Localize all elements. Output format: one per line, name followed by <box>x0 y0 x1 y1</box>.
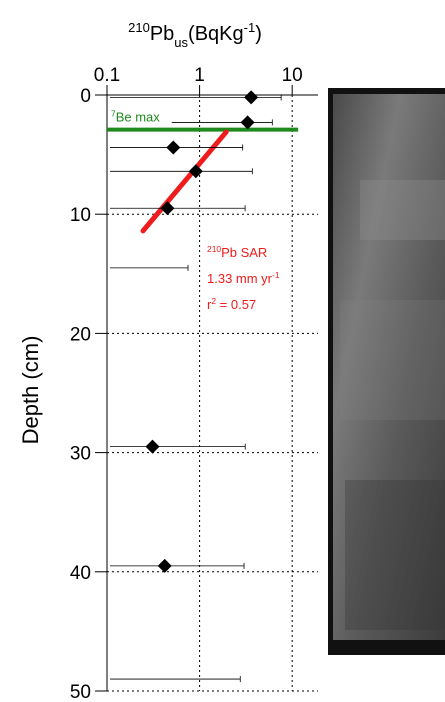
data-point <box>244 90 258 104</box>
annotation-part: Pb SAR <box>221 245 267 260</box>
y-tick-label: 10 <box>70 205 91 226</box>
y-tick-label: 0 <box>80 86 91 107</box>
annotation-part: = 0.57 <box>216 297 256 312</box>
y-tick-label: 30 <box>70 444 91 465</box>
y-tick-label: 50 <box>70 682 91 702</box>
y-tick-label: 40 <box>70 563 91 584</box>
annotation-part: 1.33 mm yr <box>207 271 273 286</box>
annotation: 210Pb SAR <box>207 244 267 260</box>
data-point <box>160 201 174 215</box>
chart-title-part: Pb <box>150 23 174 45</box>
y-axis-label: Depth (cm) <box>18 336 43 445</box>
data-point <box>241 115 255 129</box>
core-image <box>328 88 445 655</box>
annotation-part: 210 <box>207 244 221 254</box>
chart-title-part: 210 <box>128 20 150 35</box>
data-point <box>145 440 159 454</box>
chart: 210Pbus(BqKg-1)Depth (cm)010203040500.11… <box>0 0 445 702</box>
x-tick-label: 0.1 <box>94 65 120 86</box>
y-tick-label: 20 <box>70 324 91 345</box>
chart-title-part: (BqKg <box>188 23 244 45</box>
data-point <box>158 559 172 573</box>
reference-line <box>143 132 226 231</box>
chart-title: 210Pbus(BqKg-1) <box>128 20 262 50</box>
x-tick-label: 1 <box>194 65 205 86</box>
chart-title-part: us <box>174 35 188 50</box>
annotation: 1.33 mm yr-1 <box>207 270 280 286</box>
chart-title-part: -1 <box>244 20 256 35</box>
annotation: r2 = 0.57 <box>207 296 256 312</box>
data-point <box>166 140 180 154</box>
x-tick-label: 10 <box>282 65 303 86</box>
line-label-part: Be max <box>116 110 161 125</box>
line-label: 7Be max <box>111 108 160 124</box>
annotation-part: -1 <box>272 270 280 280</box>
chart-title-part: ) <box>255 23 262 45</box>
